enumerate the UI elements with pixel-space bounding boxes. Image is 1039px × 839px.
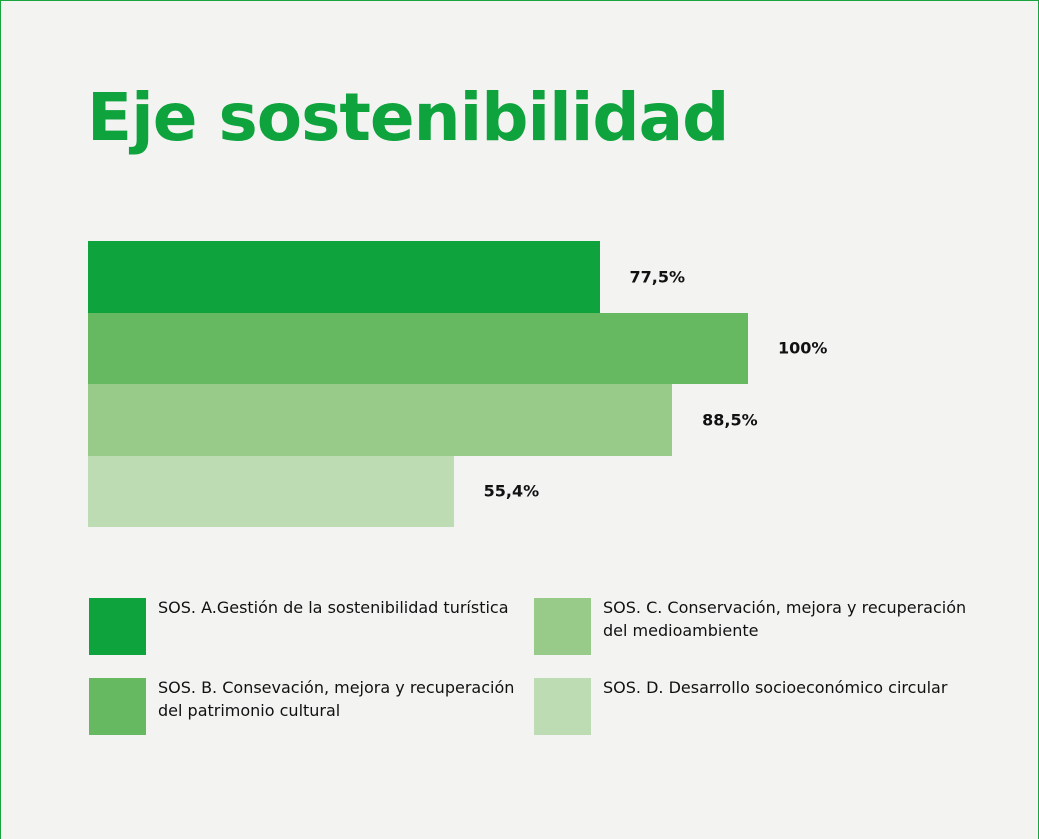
legend-label: SOS. B. Consevación, mejora y recuperaci…: [158, 678, 515, 720]
bar: [88, 384, 673, 456]
legend-swatch: [89, 598, 146, 655]
legend-swatch: [89, 678, 146, 735]
legend-swatch: [534, 678, 591, 735]
value-label: 100%: [778, 338, 828, 358]
value-label: 88,5%: [702, 410, 758, 430]
legend-label: SOS. C. Conservación, mejora y recuperac…: [603, 598, 967, 640]
legend-label: SOS. A.Gestión de la sostenibilidad turí…: [158, 598, 509, 617]
chart-title: Eje sostenibilidad: [87, 79, 729, 156]
value-label: 55,4%: [483, 481, 540, 501]
legend-swatch: [534, 598, 591, 655]
bar: [88, 455, 454, 527]
value-label: 77,5%: [629, 267, 686, 287]
legend-label: SOS. D. Desarrollo socioeconómico circul…: [603, 678, 948, 697]
bar: [88, 241, 600, 313]
bar: [88, 312, 748, 384]
